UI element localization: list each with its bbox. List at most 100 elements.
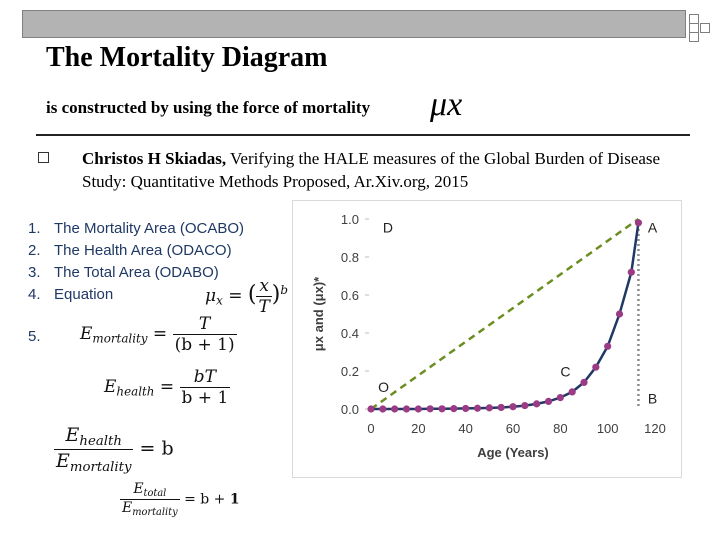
- data-point: [402, 405, 411, 413]
- data-point: [391, 405, 399, 413]
- mu-symbol: μx: [430, 86, 463, 123]
- eq-symbol: E: [56, 449, 70, 472]
- data-point: [580, 378, 588, 386]
- diagonal-reference-line: [370, 217, 640, 411]
- eq-numerator: bT: [193, 367, 216, 387]
- y-tick-label: 0.6: [341, 288, 359, 303]
- top-decorative-bar: [22, 10, 686, 38]
- equation-ratio: Ehealth Emortality = b: [54, 424, 174, 475]
- reference-rest: Verifying the HALE measures of the Globa…: [82, 149, 661, 191]
- point-label: D: [383, 219, 393, 235]
- list-label: The Total Area (ODABO): [54, 264, 219, 281]
- list-label: The Health Area (ODACO): [54, 242, 232, 259]
- eq-symbol: μ: [205, 286, 217, 306]
- data-point: [379, 405, 387, 413]
- eq-symbol: E: [122, 499, 133, 516]
- list-label: The Mortality Area (OCABO): [54, 220, 245, 237]
- reference-text: Christos H Skiadas, Verifying the HALE m…: [82, 147, 687, 193]
- y-tick-label: 0.8: [341, 250, 359, 265]
- x-tick-label: 0: [367, 421, 374, 436]
- eq-subscript: total: [143, 487, 167, 499]
- eq-rhs: = b: [139, 437, 174, 460]
- eq-numerator: T: [198, 314, 211, 334]
- eq-denominator: Emortality: [120, 500, 180, 518]
- data-point: [426, 405, 434, 413]
- list-item: 2. The Health Area (ODACO): [28, 240, 244, 262]
- square-bullet-icon: [38, 152, 49, 163]
- list-number-5: 5.: [28, 328, 41, 345]
- equation-total: Etotal Emortality = b + 1: [120, 481, 240, 518]
- data-point: [509, 403, 517, 411]
- eq-denominator: b + 1: [181, 388, 229, 408]
- list-item: 4. Equation: [28, 284, 244, 306]
- eq-symbol: E: [104, 377, 117, 397]
- slide-title: The Mortality Diagram: [46, 42, 328, 73]
- data-point: [521, 401, 529, 410]
- eq-numerator: Ehealth: [64, 424, 124, 449]
- eq-rhs: = b +: [184, 491, 230, 508]
- data-point: [634, 219, 643, 227]
- eq-symbol: E: [65, 424, 80, 446]
- data-point: [497, 403, 505, 412]
- data-point: [556, 394, 564, 402]
- x-tick-label: 20: [411, 421, 425, 436]
- list-number: 4.: [28, 286, 41, 303]
- eq-denominator: T: [258, 297, 270, 317]
- numbered-list: 1. The Mortality Area (OCABO) 2. The Healt…: [28, 218, 244, 306]
- eq-subscript: mortality: [132, 506, 178, 518]
- equation-force-of-mortality: μx = (x T)b: [205, 276, 288, 317]
- point-label: O: [378, 379, 389, 395]
- mortality-chart: 0.0 0.2 0.4 0.6 0.8 1.0 0 20 40 60 80 100 120 Age (Ye…: [292, 200, 682, 478]
- y-tick-label: 1.0: [341, 212, 359, 227]
- x-tick-label: 100: [597, 421, 619, 436]
- eq-subscript: mortality: [92, 331, 148, 346]
- data-point: [627, 268, 635, 276]
- y-tick-label: 0.0: [341, 402, 359, 417]
- eq-denominator: (b + 1): [174, 335, 235, 355]
- eq-symbol: E: [133, 481, 144, 497]
- point-label: C: [560, 364, 570, 380]
- eq-symbol: E: [80, 324, 93, 344]
- mortality-chart-svg: 0.0 0.2 0.4 0.6 0.8 1.0 0 20 40 60 80 100 120 Age (Ye…: [311, 212, 666, 460]
- eq-exponent: b: [280, 282, 288, 297]
- x-tick-label: 80: [553, 421, 567, 436]
- equation-e-health: Ehealth = bT b + 1: [104, 367, 231, 408]
- x-tick-label: 40: [458, 421, 472, 436]
- list-number: 3.: [28, 264, 41, 281]
- eq-subscript: health: [79, 433, 122, 449]
- eq-fraction: Ehealth Emortality: [54, 424, 134, 475]
- data-point: [367, 405, 375, 413]
- reference-author: Christos H Skiadas,: [82, 149, 227, 168]
- data-point: [462, 404, 470, 413]
- title-divider: [36, 134, 690, 136]
- x-axis-label: Age (Years): [477, 445, 549, 460]
- point-label: B: [648, 390, 657, 406]
- list-number: 1.: [28, 220, 41, 237]
- y-tick-label: 0.2: [341, 364, 359, 379]
- list-item: 3. The Total Area (ODABO): [28, 262, 244, 284]
- y-tick-label: 0.4: [341, 326, 359, 341]
- eq-denominator: Emortality: [54, 450, 133, 475]
- eq-fraction: bT b + 1: [179, 367, 231, 408]
- data-point: [414, 405, 422, 413]
- data-point: [438, 405, 446, 413]
- eq-subscript: mortality: [69, 459, 132, 475]
- data-point: [485, 404, 493, 412]
- data-point: [450, 405, 458, 413]
- data-point: [604, 342, 612, 350]
- list-label: Equation: [54, 286, 114, 303]
- data-point: [533, 400, 541, 408]
- eq-rhs-one: 1: [229, 491, 240, 508]
- eq-subscript: x: [216, 293, 223, 308]
- slide-subtitle: is constructed by using the force of mor…: [46, 98, 371, 117]
- data-point: [592, 363, 600, 371]
- x-tick-label: 60: [506, 421, 520, 436]
- data-point: [544, 397, 553, 405]
- eq-numerator: x: [259, 276, 269, 296]
- decorative-square: [700, 23, 710, 33]
- eq-numerator: Etotal: [131, 481, 168, 499]
- eq-subscript: health: [116, 384, 155, 399]
- data-point: [568, 388, 576, 396]
- equation-e-mortality: Emortality = T (b + 1): [80, 314, 237, 355]
